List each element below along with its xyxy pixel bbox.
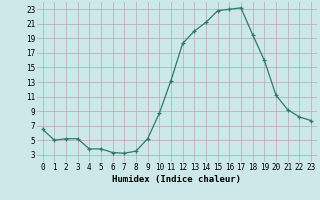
X-axis label: Humidex (Indice chaleur): Humidex (Indice chaleur) — [112, 175, 241, 184]
